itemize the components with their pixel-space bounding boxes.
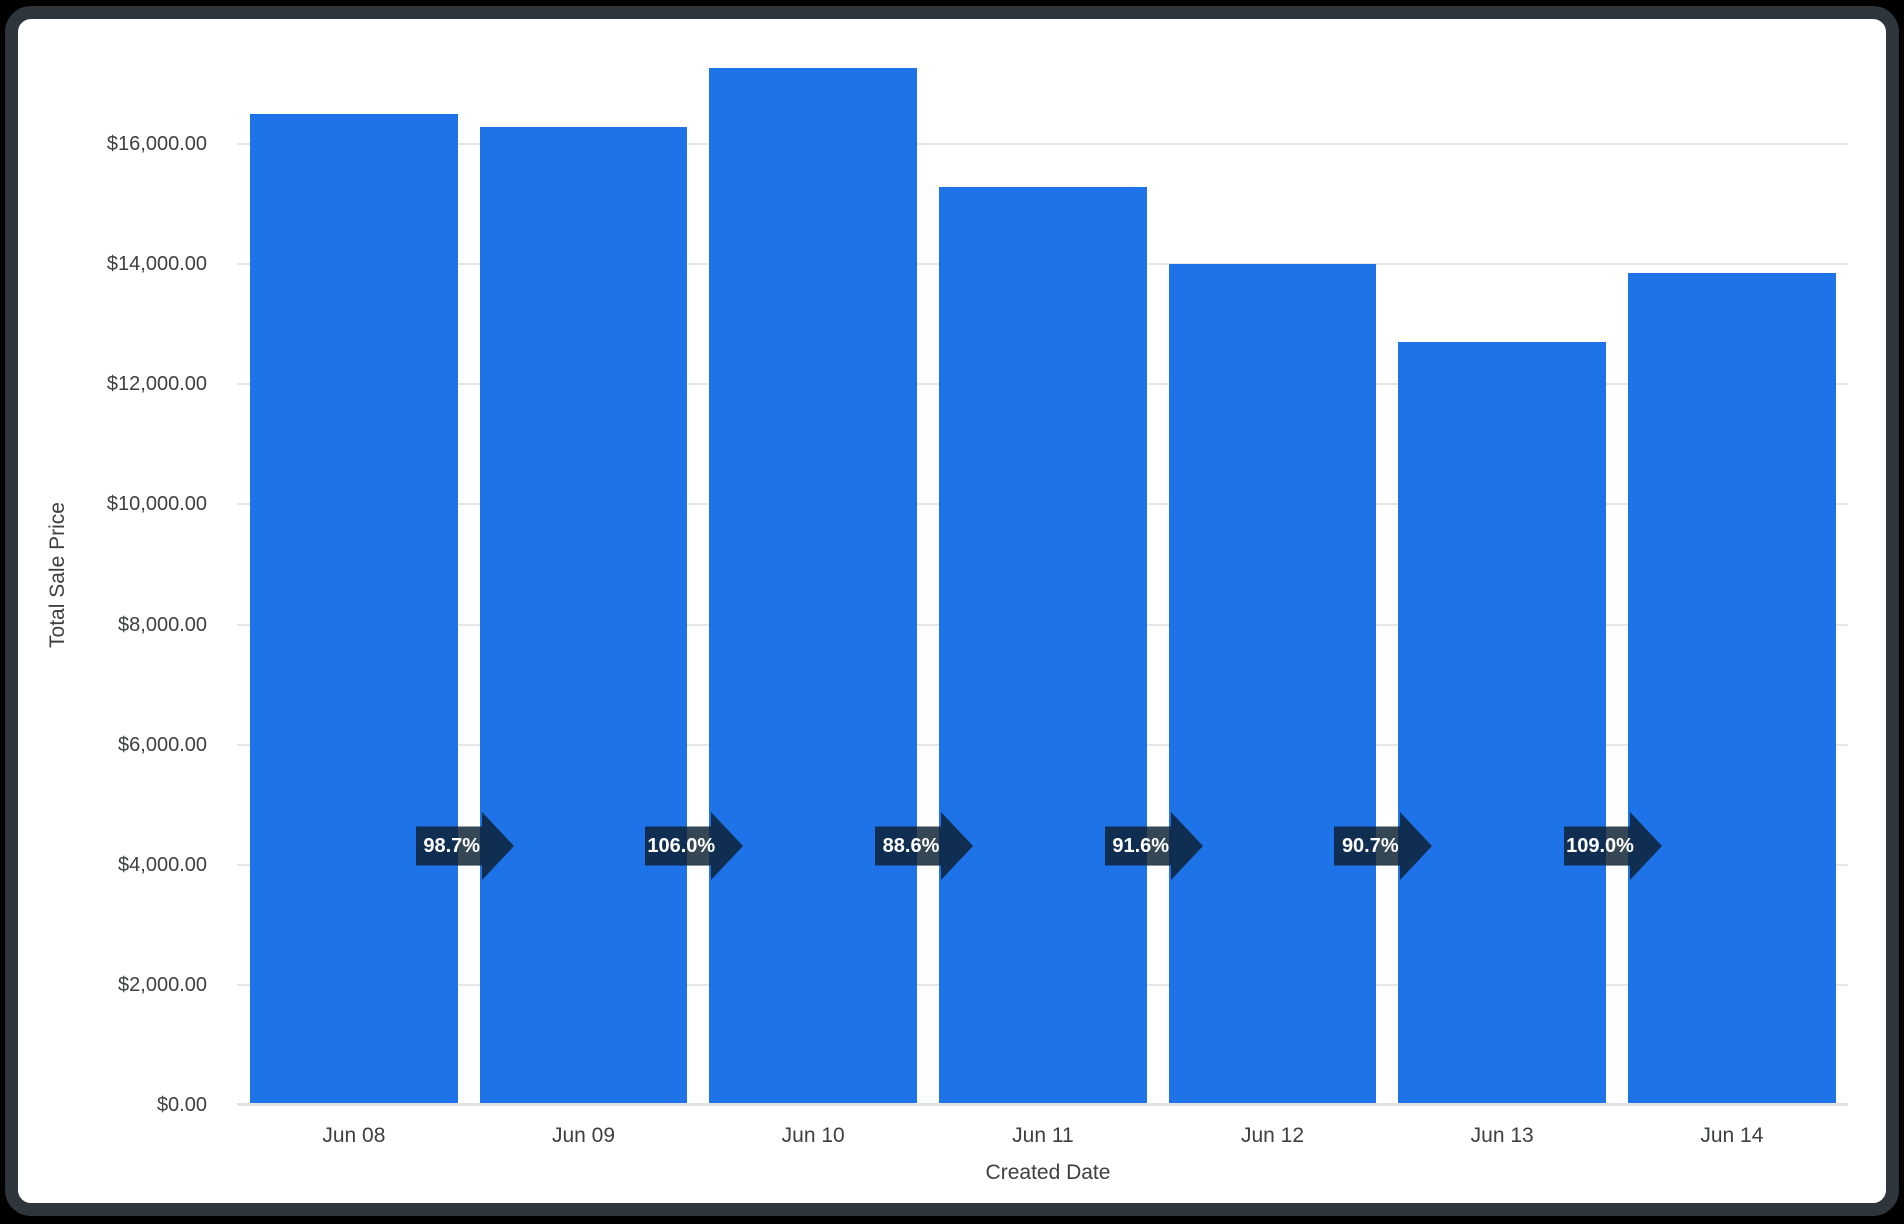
- percent-change-label: 106.0%: [647, 835, 716, 857]
- y-axis-tick-label: $12,000.00: [106, 373, 207, 396]
- y-axis-tick-label: $14,000.00: [106, 253, 207, 276]
- percent-change-label: 90.7%: [1341, 835, 1399, 857]
- bar-jun-14[interactable]: [1628, 273, 1836, 1105]
- x-axis-tick-label: Jun 11: [1012, 1124, 1074, 1147]
- percent-change-arrow: 90.7%: [1334, 812, 1433, 880]
- bar-jun-13[interactable]: [1398, 341, 1606, 1105]
- right-arrow-icon: [1334, 812, 1433, 880]
- x-axis-tick-label: Jun 14: [1700, 1124, 1764, 1147]
- right-arrow-icon: [645, 812, 744, 880]
- x-axis-title: Created Date: [985, 1161, 1111, 1184]
- percent-change-label: 91.6%: [1112, 835, 1170, 857]
- right-arrow-icon: [1104, 812, 1203, 880]
- x-axis-tick-label: Jun 12: [1240, 1124, 1305, 1147]
- percent-change-arrow: 88.6%: [875, 812, 973, 880]
- bar-jun-09[interactable]: [479, 126, 688, 1105]
- percent-change-label: 98.7%: [423, 835, 481, 857]
- percent-change-arrow: 91.6%: [1104, 812, 1203, 880]
- percent-change-arrow: 106.0%: [645, 812, 744, 880]
- y-axis-tick-label: $4,000.00: [118, 853, 207, 876]
- y-axis-tick-label: $16,000.00: [106, 133, 207, 155]
- y-axis-tick-label: $8,000.00: [118, 613, 207, 636]
- percent-change-label: 88.6%: [882, 835, 940, 857]
- x-axis-tick-label: Jun 09: [551, 1124, 616, 1147]
- right-arrow-icon: [1564, 812, 1662, 880]
- percent-change-arrow: 109.0%: [1564, 812, 1662, 880]
- bar-jun-08[interactable]: [250, 114, 458, 1105]
- y-axis-tick-label: $2,000.00: [118, 973, 207, 996]
- y-axis-tick-label: $6,000.00: [118, 733, 207, 756]
- bar-jun-10[interactable]: [709, 68, 917, 1105]
- right-arrow-icon: [875, 812, 973, 880]
- gridline: [237, 143, 1848, 145]
- x-axis-tick-label: Jun 08: [322, 1124, 386, 1147]
- right-arrow-icon: [415, 812, 514, 880]
- x-axis-tick-label: Jun 13: [1470, 1124, 1534, 1147]
- bar-jun-12[interactable]: [1168, 263, 1377, 1105]
- y-axis-tick-label: $10,000.00: [106, 493, 207, 516]
- y-axis-tick-label: $0.00: [156, 1094, 207, 1116]
- x-axis-tick-label: Jun 10: [781, 1124, 845, 1147]
- bar-jun-11[interactable]: [939, 186, 1147, 1105]
- percent-change-label: 109.0%: [1566, 835, 1634, 857]
- percent-change-arrow: 98.7%: [415, 812, 514, 880]
- x-axis-baseline: [237, 1103, 1848, 1106]
